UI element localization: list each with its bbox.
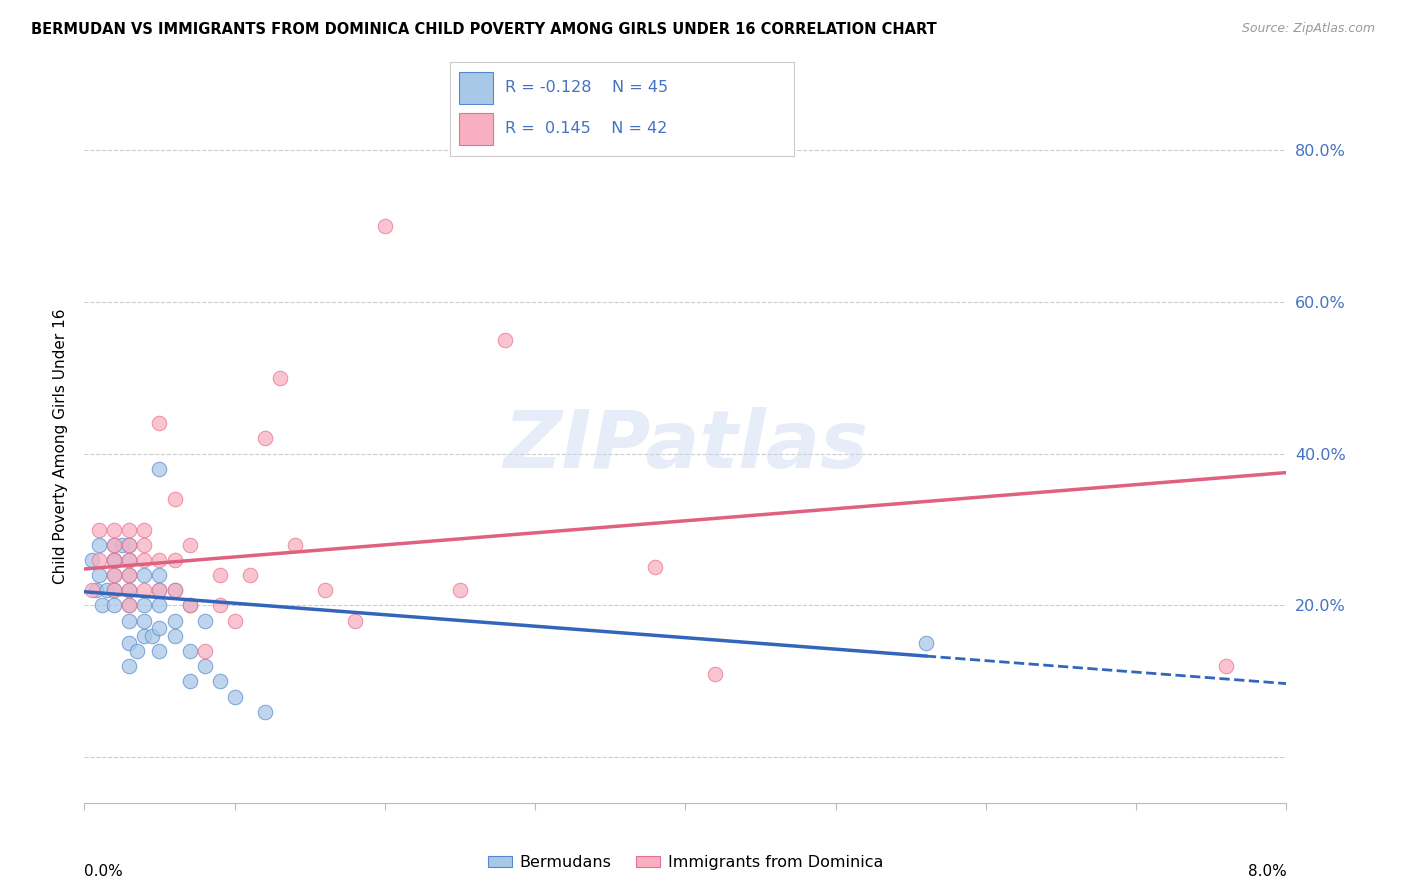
Point (179, 674, 201, 689)
Point (208, 568, 231, 582)
Point (704, 666, 727, 681)
Point (134, 629, 156, 643)
Point (134, 568, 156, 582)
Text: R = -0.128    N = 45: R = -0.128 N = 45 (505, 80, 668, 95)
Point (224, 614, 246, 628)
Point (118, 599, 141, 613)
Legend: Bermudans, Immigrants from Dominica: Bermudans, Immigrants from Dominica (481, 849, 890, 877)
Point (118, 614, 141, 628)
Point (118, 583, 141, 598)
Point (343, 614, 366, 628)
Text: 0.0%: 0.0% (84, 863, 124, 879)
Point (118, 659, 141, 673)
Point (208, 674, 231, 689)
Point (103, 553, 125, 567)
Point (208, 599, 231, 613)
Point (148, 553, 170, 567)
Point (118, 568, 141, 582)
Point (80, 583, 103, 598)
Point (103, 538, 125, 552)
Point (314, 583, 336, 598)
Text: 8.0%: 8.0% (1247, 863, 1286, 879)
Point (163, 583, 186, 598)
Point (118, 636, 141, 650)
Point (224, 690, 246, 704)
Point (141, 629, 163, 643)
Bar (458, 72, 494, 103)
Point (163, 553, 186, 567)
Point (91, 599, 114, 613)
Text: Source: ZipAtlas.com: Source: ZipAtlas.com (1241, 22, 1375, 36)
Text: R =  0.145    N = 42: R = 0.145 N = 42 (505, 121, 668, 136)
Point (89, 553, 111, 567)
Text: ZIPatlas: ZIPatlas (503, 407, 868, 485)
Point (89, 568, 111, 582)
Point (118, 553, 141, 567)
Point (134, 538, 156, 552)
Point (269, 370, 291, 384)
Point (148, 568, 170, 582)
Point (494, 333, 516, 347)
Point (449, 583, 471, 598)
Point (148, 583, 170, 598)
Point (148, 621, 170, 635)
Point (163, 614, 186, 628)
Point (103, 583, 125, 598)
Text: BERMUDAN VS IMMIGRANTS FROM DOMINICA CHILD POVERTY AMONG GIRLS UNDER 16 CORRELAT: BERMUDAN VS IMMIGRANTS FROM DOMINICA CHI… (31, 22, 936, 37)
Point (103, 568, 125, 582)
Point (179, 599, 201, 613)
Point (148, 416, 170, 430)
Point (148, 462, 170, 476)
Point (134, 614, 156, 628)
Point (103, 583, 125, 598)
Point (253, 705, 276, 719)
Point (134, 523, 156, 537)
Point (134, 583, 156, 598)
Point (89, 538, 111, 552)
Point (148, 599, 170, 613)
Point (239, 568, 262, 582)
Point (89, 523, 111, 537)
Point (118, 523, 141, 537)
Point (118, 599, 141, 613)
Point (179, 599, 201, 613)
Point (134, 599, 156, 613)
Point (103, 599, 125, 613)
Bar (458, 113, 494, 145)
Point (118, 538, 141, 552)
Point (86, 583, 108, 598)
Point (118, 583, 141, 598)
Point (1215, 659, 1237, 673)
Point (125, 644, 148, 658)
Point (163, 629, 186, 643)
Point (103, 553, 125, 567)
Point (194, 614, 217, 628)
Point (134, 553, 156, 567)
Point (163, 583, 186, 598)
Point (148, 583, 170, 598)
Y-axis label: Child Poverty Among Girls Under 16: Child Poverty Among Girls Under 16 (53, 309, 69, 583)
Point (284, 538, 307, 552)
Point (163, 492, 186, 507)
Point (194, 659, 217, 673)
Point (103, 568, 125, 582)
Point (253, 431, 276, 445)
Point (179, 644, 201, 658)
Point (103, 538, 125, 552)
Point (179, 538, 201, 552)
Point (111, 538, 134, 552)
Point (80, 553, 103, 567)
Point (194, 644, 217, 658)
Point (118, 538, 141, 552)
Point (148, 644, 170, 658)
Point (103, 523, 125, 537)
Point (103, 553, 125, 567)
Point (374, 219, 396, 233)
Point (118, 553, 141, 567)
Point (118, 568, 141, 582)
Point (96, 583, 118, 598)
Point (644, 560, 666, 574)
Point (915, 636, 938, 650)
